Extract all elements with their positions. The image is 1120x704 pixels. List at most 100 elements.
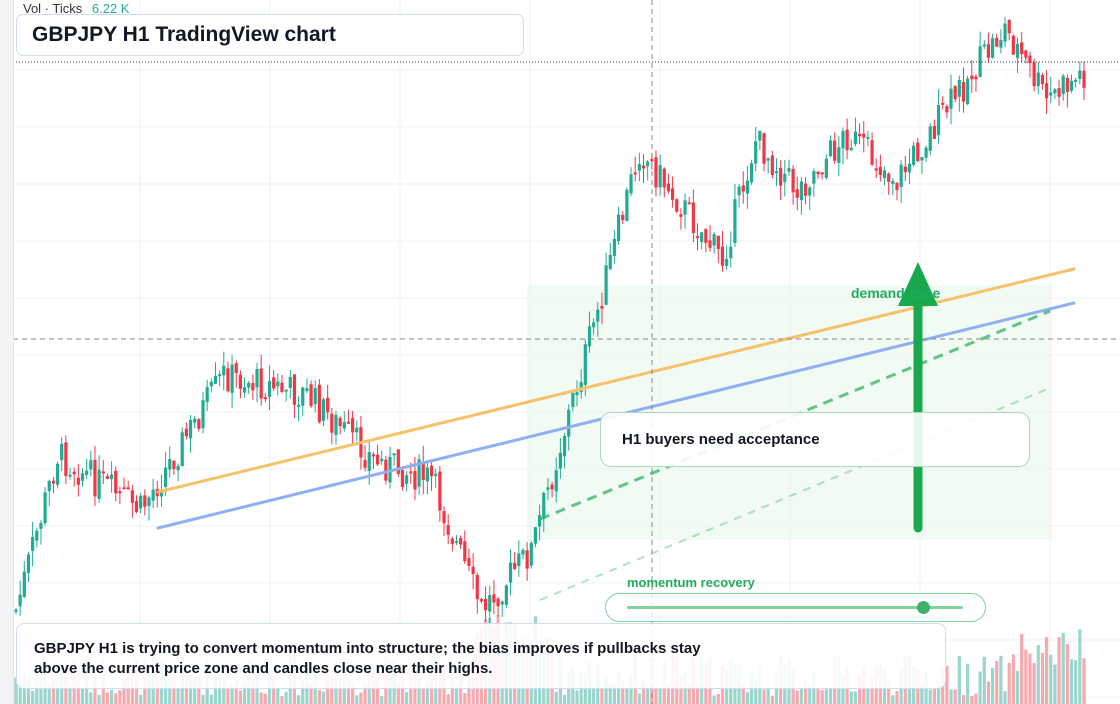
candle-body — [990, 38, 995, 58]
candle-body — [600, 305, 604, 309]
candle-body — [853, 131, 858, 145]
volume-bar — [242, 681, 247, 704]
candle-body — [712, 234, 716, 246]
volume-bar — [695, 686, 700, 704]
volume-bar — [396, 683, 400, 704]
candle-body — [1061, 75, 1065, 95]
price-scale-left[interactable] — [0, 0, 14, 704]
candle-body — [720, 246, 725, 266]
demand-zone-label: demand zone — [851, 285, 941, 301]
candle-body — [26, 554, 31, 574]
volume-bar — [272, 675, 276, 704]
candle-body — [903, 166, 907, 173]
candle-body — [168, 459, 172, 470]
candle-body — [396, 449, 400, 474]
candle-body — [961, 81, 966, 102]
candle-body — [409, 471, 413, 474]
volume-bar — [93, 676, 97, 704]
volume-bar — [334, 677, 338, 704]
candle-body — [288, 377, 292, 389]
candle-body — [1074, 79, 1078, 82]
candle-body — [953, 86, 957, 100]
volume-bar — [849, 691, 853, 704]
candle-body — [554, 470, 558, 492]
chart-title-box: GBPJPY H1 TradingView chart — [16, 14, 524, 56]
candle-body — [488, 595, 492, 612]
candle-body — [567, 409, 571, 437]
volume-bar — [446, 694, 450, 704]
candle-body — [587, 326, 592, 347]
volume-bar — [658, 688, 662, 704]
volume-bar — [105, 692, 110, 704]
candle-body — [924, 147, 928, 158]
volume-bar — [1011, 654, 1015, 704]
candle-body — [882, 170, 887, 179]
candle-body — [820, 172, 824, 175]
candle-body — [621, 214, 625, 220]
candle-body — [467, 557, 471, 566]
candle-body — [675, 199, 679, 212]
volume-bar — [982, 656, 986, 704]
candle-body — [342, 422, 346, 429]
support-line-faint — [539, 387, 1051, 601]
candle-body — [1053, 89, 1057, 94]
volume-bar — [330, 676, 334, 704]
candle-body — [812, 171, 816, 184]
candle-body — [134, 500, 139, 512]
volume-bar — [1049, 654, 1053, 704]
candle-body — [313, 388, 317, 405]
candle-body — [1011, 35, 1015, 55]
volume-bar — [97, 694, 101, 704]
volume-bar — [1020, 634, 1024, 704]
volume-bar — [118, 690, 122, 704]
candle-body — [421, 461, 425, 480]
volume-bar — [654, 685, 658, 704]
candle-body — [251, 383, 255, 391]
volume-bar — [296, 695, 301, 704]
candle-body — [679, 214, 683, 217]
volume-bar — [467, 674, 471, 704]
volume-bar — [259, 692, 263, 704]
candle-body — [695, 236, 700, 239]
candle-body — [957, 79, 961, 97]
volume-bar — [172, 676, 176, 704]
volume-bar — [970, 695, 974, 704]
volume-bar — [209, 694, 213, 704]
candle-body — [583, 344, 587, 385]
volume-bar — [463, 693, 467, 704]
candle-body — [363, 459, 367, 468]
candle-body — [1020, 42, 1024, 55]
momentum-label: momentum recovery — [627, 575, 755, 590]
candle-body — [666, 183, 671, 192]
candle-body — [64, 442, 68, 476]
momentum-knob[interactable] — [916, 601, 930, 614]
candle-body — [1078, 70, 1082, 79]
summary-text: GBPJPY H1 is trying to convert momentum … — [34, 640, 701, 677]
candle-body — [143, 495, 147, 507]
candle-body — [475, 575, 479, 600]
candle-body — [508, 562, 513, 583]
candle-body — [592, 322, 596, 328]
volume-bar — [891, 695, 895, 704]
volume-bar — [741, 685, 745, 704]
candle-body — [301, 387, 305, 406]
momentum-slider[interactable] — [605, 593, 986, 622]
candle-body — [999, 40, 1003, 48]
candle-body — [899, 164, 903, 188]
volume-bar — [355, 695, 359, 704]
candle-body — [193, 418, 197, 423]
candle-body — [774, 171, 779, 174]
candle-body — [450, 538, 454, 544]
volume-bar — [716, 694, 720, 704]
candle-body — [218, 374, 222, 377]
candle-body — [783, 173, 787, 182]
candle-body — [496, 598, 500, 607]
candle-body — [309, 384, 313, 407]
candle-body — [808, 187, 812, 196]
candle-body — [413, 471, 417, 490]
candle-body — [845, 129, 849, 151]
volume-bar — [226, 687, 230, 704]
volume-bar — [1024, 649, 1028, 704]
volume-bar — [363, 683, 367, 704]
candle-body — [355, 427, 359, 433]
